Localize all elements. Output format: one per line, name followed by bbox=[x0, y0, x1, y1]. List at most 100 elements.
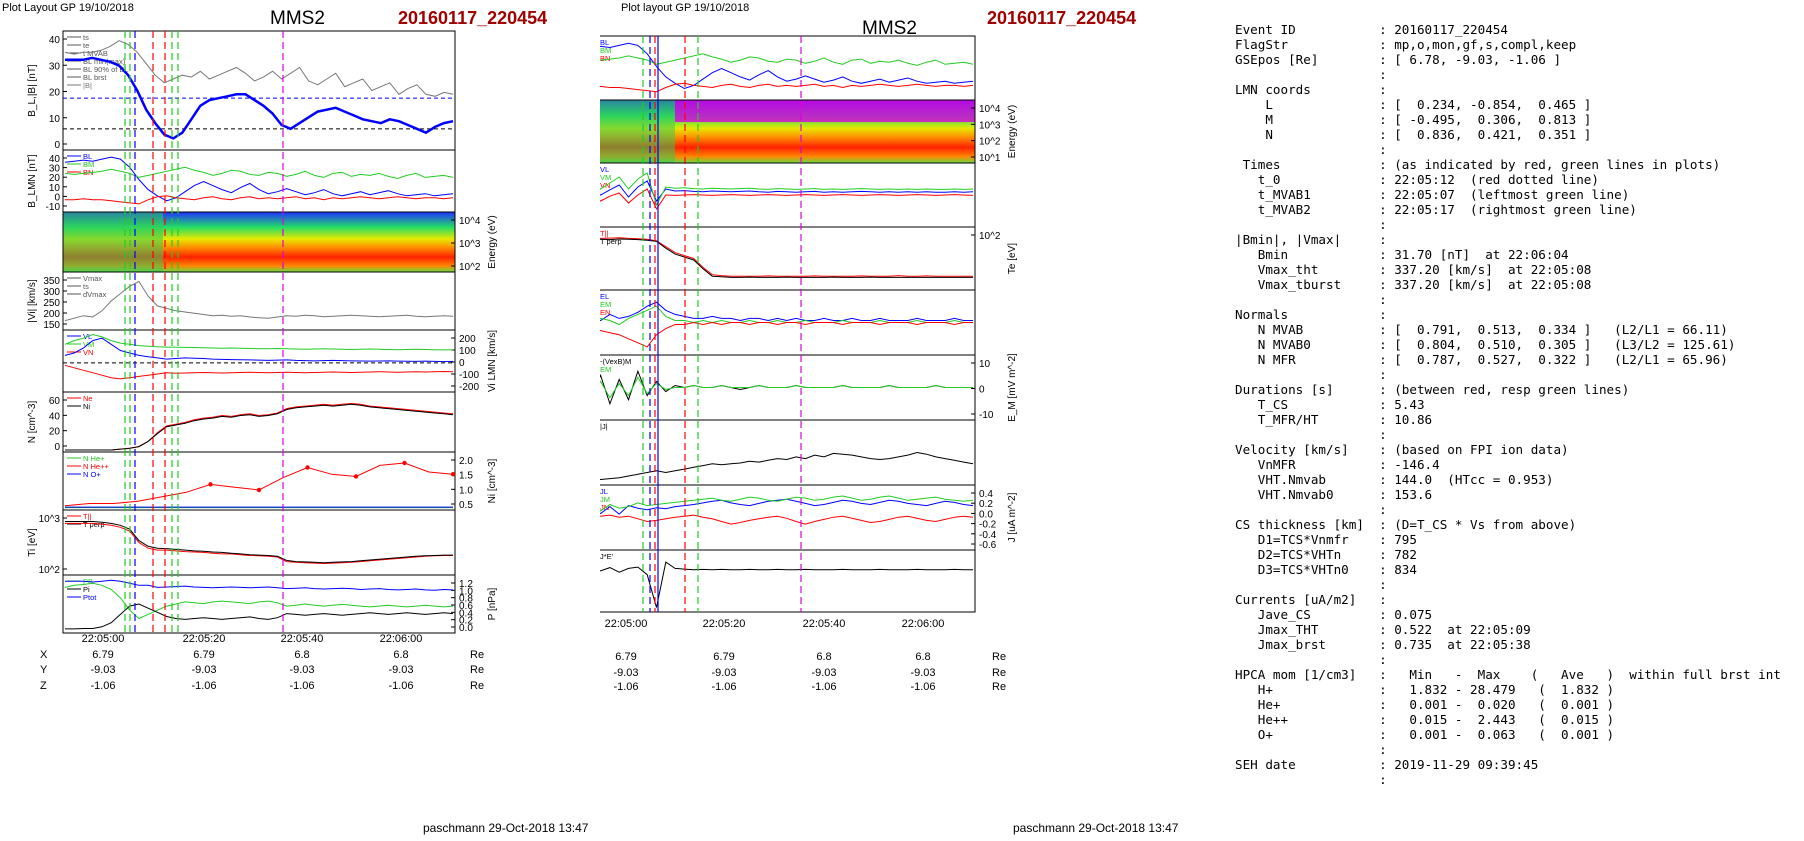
info-value: : bbox=[1379, 427, 1387, 442]
info-line: |Bmin|, |Vmax| : bbox=[1235, 232, 1795, 247]
info-key bbox=[1235, 652, 1379, 667]
info-key: FlagStr bbox=[1235, 37, 1380, 52]
coord-value: -1.06 bbox=[613, 681, 638, 693]
info-value: : (based on FPI ion data) bbox=[1379, 442, 1569, 457]
y-tick-label: -10 bbox=[46, 202, 61, 213]
y-tick-label: 0 bbox=[54, 442, 60, 453]
info-line: L : [ 0.234, -0.854, 0.465 ] bbox=[1235, 97, 1795, 112]
data-point bbox=[353, 474, 359, 479]
info-key: Times bbox=[1235, 157, 1380, 172]
series-line-ne bbox=[65, 402, 454, 451]
coord-axis-label: Z bbox=[40, 680, 47, 692]
data-point bbox=[450, 472, 456, 477]
panel-frame bbox=[600, 484, 976, 551]
series-line-vi bbox=[64, 280, 454, 322]
info-line: D3=TCS*VHTn0 : 834 bbox=[1235, 562, 1795, 577]
info-line: Currents [uA/m2] : bbox=[1235, 592, 1795, 607]
legend-entry: ts bbox=[83, 33, 89, 42]
info-key: Bmin bbox=[1235, 247, 1380, 262]
info-value: : -146.4 bbox=[1379, 457, 1440, 472]
legend-entry: EM bbox=[600, 365, 611, 374]
legend-entry: ts bbox=[83, 282, 89, 291]
series-line-jl bbox=[600, 498, 974, 515]
info-value: : [ 6.78, -9.03, -1.06 ] bbox=[1379, 52, 1562, 67]
info-key: He+ bbox=[1235, 697, 1380, 712]
coord-value: 6.8 bbox=[915, 651, 930, 663]
series-line-vn bbox=[600, 188, 974, 211]
info-line: Jave_CS : 0.075 bbox=[1235, 607, 1795, 622]
info-line: He+ : 0.001 - 0.020 ( 0.001 ) bbox=[1235, 697, 1795, 712]
y-tick-label: 2.0 bbox=[459, 456, 473, 467]
y-tick-label: 300 bbox=[43, 287, 60, 298]
y-tick-label: 10^3 bbox=[39, 514, 61, 525]
coord-value: -9.03 bbox=[910, 667, 935, 679]
y-tick-label: 40 bbox=[49, 154, 61, 165]
info-line: : bbox=[1235, 652, 1795, 667]
legend-entry: T|| bbox=[83, 512, 92, 521]
info-key bbox=[1235, 292, 1379, 307]
y-tick-label: 200 bbox=[43, 309, 60, 320]
info-line: Velocity [km/s] : (based on FPI ion data… bbox=[1235, 442, 1795, 457]
legend-entry: J*E' bbox=[600, 552, 614, 561]
left-event-label: 20160117_220454 bbox=[398, 8, 548, 28]
time-tick-label: 22:06:00 bbox=[380, 633, 423, 645]
y-tick-label: 10^2 bbox=[979, 137, 1001, 148]
coord-value: 6.8 bbox=[816, 651, 831, 663]
info-line: FlagStr : mp,o,mon,gf,s,compl,keep bbox=[1235, 37, 1795, 52]
panel-right-7: 0.60.40.2|J| [uA m^-2]|J| bbox=[600, 419, 976, 486]
info-key: CS thickness [km] bbox=[1235, 517, 1380, 532]
y-tick-label: 0.4 bbox=[979, 489, 993, 500]
info-key: N bbox=[1235, 127, 1380, 142]
info-value: : 22:05:12 (red dotted line) bbox=[1379, 172, 1599, 187]
y-tick-label: 10^4 bbox=[459, 216, 481, 227]
legend-entry: BL 90% of BL bbox=[83, 65, 129, 74]
panel-frame bbox=[600, 549, 976, 613]
info-key: SEH date bbox=[1235, 757, 1380, 772]
legend-entry: VN bbox=[83, 348, 93, 357]
info-value: : 31.70 [nT] at 22:06:04 bbox=[1379, 247, 1569, 262]
coord-value: 6.8 bbox=[393, 649, 408, 661]
panel-frame bbox=[62, 271, 456, 331]
info-line: N MVAB0 : [ 0.804, 0.510, 0.305 ] (L3/L2… bbox=[1235, 337, 1795, 352]
y-axis-label: Te [eV] bbox=[1007, 243, 1018, 274]
data-point bbox=[402, 460, 407, 466]
time-tick-label: 22:05:40 bbox=[803, 618, 846, 630]
info-line: Durations [s] : (between red, resp green… bbox=[1235, 382, 1795, 397]
y-axis-label: Energy (eV) bbox=[487, 215, 498, 268]
series-line-nhe bbox=[64, 462, 454, 507]
info-value: : (as indicated by red, green lines in p… bbox=[1379, 157, 1721, 172]
coord-value: 6.79 bbox=[92, 649, 113, 661]
y-axis-label: N [cm^-3] bbox=[27, 401, 38, 444]
info-line: t_MVAB2 : 22:05:17 (rightmost green line… bbox=[1235, 202, 1795, 217]
panel-frame bbox=[62, 391, 456, 453]
info-value: : 0.522 at 22:05:09 bbox=[1379, 622, 1531, 637]
info-value: : 0.735 at 22:05:38 bbox=[1379, 637, 1531, 652]
info-key: D3=TCS*VHTn0 bbox=[1235, 562, 1380, 577]
legend-entry: BM bbox=[600, 46, 611, 55]
info-value: : 1.832 - 28.479 ( 1.832 ) bbox=[1379, 682, 1615, 697]
coord-value: 6.8 bbox=[294, 649, 309, 661]
coord-unit: Re bbox=[992, 667, 1006, 679]
coord-value: -9.03 bbox=[811, 667, 836, 679]
info-value: : 795 bbox=[1379, 532, 1417, 547]
legend-entry: Ne bbox=[83, 394, 93, 403]
info-value: : 144.0 (HTcc = 0.953) bbox=[1379, 472, 1554, 487]
legend-entry: te bbox=[83, 41, 89, 50]
legend-entry: Pi bbox=[83, 585, 90, 594]
coord-value: -9.03 bbox=[191, 664, 216, 676]
info-line: : bbox=[1235, 577, 1795, 592]
info-key: N MFR bbox=[1235, 352, 1380, 367]
time-tick-label: 22:05:20 bbox=[703, 618, 746, 630]
info-key: HPCA mom [1/cm3] bbox=[1235, 667, 1380, 682]
legend-entry: JN bbox=[600, 503, 609, 512]
y-tick-label: 10^3 bbox=[459, 239, 481, 250]
info-key: VHT.Nmvab0 bbox=[1235, 487, 1380, 502]
legend-entry: BL bbox=[600, 38, 609, 47]
info-key bbox=[1235, 577, 1379, 592]
legend-entry: t MVAB bbox=[83, 49, 108, 58]
info-line: N MVAB : [ 0.791, 0.513, 0.334 ] (L2/L1 … bbox=[1235, 322, 1795, 337]
info-line: GSEpos [Re] : [ 6.78, -9.03, -1.06 ] bbox=[1235, 52, 1795, 67]
legend-entry: Ni bbox=[83, 402, 90, 411]
